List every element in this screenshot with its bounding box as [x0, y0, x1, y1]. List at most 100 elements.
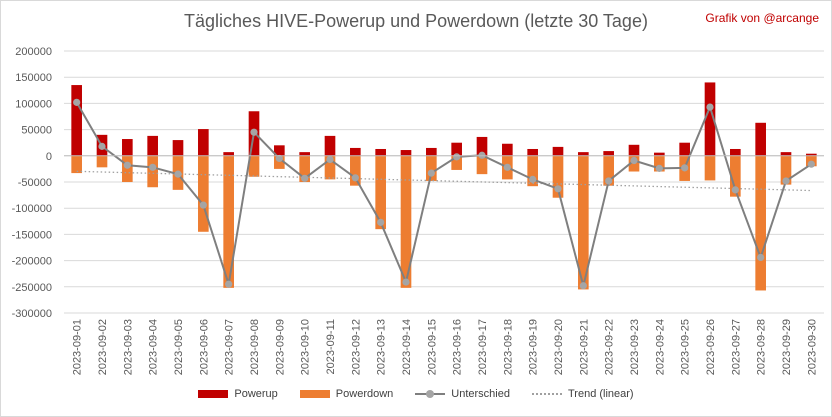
unterschied-point [377, 218, 385, 226]
unterschied-point [351, 174, 359, 182]
bar-powerdown [552, 155, 564, 198]
bar-powerdown [704, 155, 716, 181]
unterschied-point [225, 280, 233, 288]
bar-powerup [147, 135, 158, 156]
unterschied-point [554, 185, 562, 193]
bar-powerup [755, 122, 766, 156]
bar-powerup [628, 144, 640, 156]
x-tick-label: 2023-09-01 [72, 319, 84, 375]
bar-powerup [400, 150, 412, 156]
unterschied-point [174, 170, 182, 178]
unterschied-point [123, 161, 131, 169]
y-tick-label: -150000 [12, 229, 52, 241]
unterschied-point [731, 186, 739, 194]
bar-powerdown [400, 155, 412, 288]
bar-powerdown [96, 155, 108, 168]
x-tick-label: 2023-09-10 [300, 319, 312, 375]
bar-powerup [223, 152, 234, 156]
x-tick-label: 2023-09-21 [578, 319, 590, 375]
y-tick-label: -100000 [12, 203, 52, 215]
bar-powerdown [324, 155, 336, 180]
x-tick-label: 2023-09-18 [502, 319, 514, 375]
legend-item-unterschied: Unterschied [415, 388, 510, 400]
x-tick-label: 2023-09-30 [806, 319, 818, 375]
x-tick-label: 2023-09-16 [452, 319, 464, 375]
unterschied-point [605, 177, 613, 185]
unterschied-point [706, 103, 714, 111]
trend-line [76, 170, 812, 192]
y-tick-label: 50000 [21, 125, 52, 137]
bar-powerup [350, 147, 361, 156]
y-tick-label: -50000 [18, 177, 52, 189]
bar-powerdown [654, 155, 665, 172]
legend-item-powerdown: Powerdown [299, 388, 393, 400]
unterschied-point [250, 128, 258, 136]
bar-powerup [122, 139, 133, 156]
unterschied-point [630, 156, 638, 165]
bar-powerdown [299, 155, 310, 182]
x-tick-label: 2023-09-25 [680, 319, 692, 375]
unterschied-point [275, 154, 283, 163]
x-tick-label: 2023-09-02 [97, 319, 109, 375]
x-tick-label: 2023-09-26 [705, 319, 717, 375]
bar-powerup [578, 152, 589, 156]
bar-powerdown [451, 155, 462, 170]
legend-label-trend: Trend (linear) [567, 388, 634, 400]
unterschied-point [326, 155, 334, 164]
unterschied-point [301, 174, 309, 182]
bar-powerup [172, 140, 184, 156]
x-tick-label: 2023-09-28 [756, 319, 768, 375]
bar-powerdown [274, 155, 285, 169]
bar-powerup [654, 152, 665, 156]
legend: Powerup Powerdown Unterschied Trend (lin… [1, 388, 831, 400]
bar-powerup [324, 135, 336, 156]
bar-powerup [274, 145, 285, 156]
bar-powerup [426, 147, 437, 156]
y-tick-label: 200000 [15, 46, 52, 58]
chart-title: Tägliches HIVE-Powerup und Powerdown (le… [184, 11, 648, 31]
x-tick-label: 2023-09-14 [401, 319, 413, 375]
x-tick-label: 2023-09-15 [426, 319, 438, 375]
bar-powerup [198, 129, 209, 156]
bar-powerup [299, 152, 310, 156]
bar-powerup [71, 85, 82, 156]
bar-powerdown [426, 155, 437, 181]
bar-powerdown [603, 155, 614, 186]
bar-powerup [806, 153, 817, 156]
x-tick-label: 2023-09-22 [604, 319, 616, 375]
y-tick-label: 100000 [15, 98, 52, 110]
bar-powerup [502, 143, 513, 156]
x-tick-label: 2023-09-20 [553, 319, 565, 375]
unterschied-point [681, 164, 689, 172]
unterschied-point [149, 163, 157, 171]
plot-area: 200000 150000 100000 50000 0 -50000 -100000 -15… [12, 46, 824, 375]
y-tick-label: -250000 [12, 282, 52, 294]
x-tick-label: 2023-09-11 [325, 319, 337, 374]
x-tick-label: 2023-09-08 [249, 319, 261, 375]
bar-powerup [780, 152, 792, 156]
y-tick-label: 150000 [15, 72, 52, 84]
x-tick-label: 2023-09-17 [477, 319, 489, 375]
bar-powerup [375, 148, 386, 156]
bar-powerdown [755, 155, 766, 291]
unterschied-point [807, 160, 815, 168]
x-tick-label: 2023-09-24 [654, 319, 666, 375]
x-tick-label: 2023-09-04 [148, 319, 160, 375]
bar-powerup [730, 148, 741, 156]
unterschied-point [478, 151, 486, 159]
bar-powerdown [122, 155, 133, 182]
legend-swatch-powerdown [299, 390, 330, 398]
bar-powerdown [527, 155, 538, 187]
bar-powerdown [248, 155, 260, 177]
unterschied-point [73, 98, 81, 106]
unterschied-point [199, 201, 207, 209]
x-tick-label: 2023-09-05 [173, 319, 185, 375]
x-tick-label: 2023-09-19 [528, 319, 540, 375]
legend-swatch-trend [531, 393, 562, 395]
bar-powerdown [71, 155, 82, 174]
bar-powerup [603, 151, 614, 156]
x-tick-label: 2023-09-09 [274, 319, 286, 375]
unterschied-line [75, 101, 812, 287]
legend-swatch-powerup [198, 390, 229, 398]
bar-powerdown [476, 155, 488, 175]
